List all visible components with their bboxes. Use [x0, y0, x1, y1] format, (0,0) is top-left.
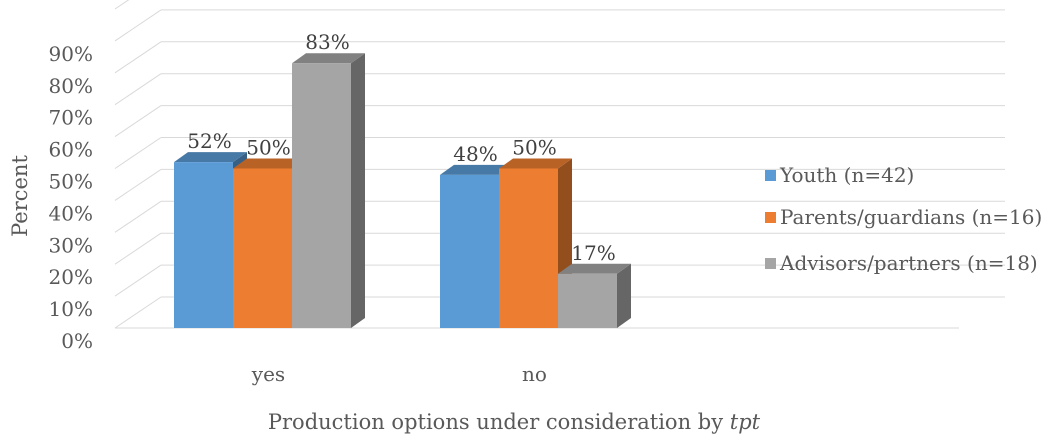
grid-line-side	[114, 200, 162, 233]
bar-front	[440, 174, 499, 328]
y-tick-label: 80%	[49, 74, 93, 98]
data-label: 50%	[246, 136, 290, 160]
x-axis-label-text: Production options under consideration b…	[268, 410, 730, 434]
bar-top	[499, 158, 572, 169]
y-tick-label: 50%	[49, 170, 93, 194]
legend-label: Parents/guardians (n=16)	[780, 205, 1042, 229]
legend-swatch	[765, 170, 776, 181]
legend-item: Youth (n=42)	[765, 163, 914, 187]
y-tick-label: 70%	[49, 106, 93, 130]
data-label: 52%	[187, 129, 231, 153]
data-labels: 52% 50% 83% 48% 50% 17%	[187, 30, 615, 265]
data-label: 48%	[453, 142, 497, 166]
data-label: 83%	[305, 30, 349, 54]
x-tick-label: no	[522, 362, 547, 386]
grid-line-side	[114, 232, 162, 265]
y-tick-label: 30%	[49, 233, 93, 257]
x-axis-label: Production options under consideration b…	[268, 410, 761, 434]
bar-side	[351, 53, 365, 328]
bar-top	[174, 152, 247, 163]
bar-top	[233, 158, 306, 169]
bar-side	[617, 263, 631, 328]
bar-no-2	[499, 158, 572, 328]
y-tick-labels: 0% 10% 20% 30% 40% 50% 60% 70% 80% 90%	[49, 42, 93, 353]
grid-line-side	[114, 168, 162, 201]
bar-yes-3	[292, 53, 365, 328]
data-label: 50%	[512, 136, 556, 160]
bar-top	[292, 53, 365, 64]
y-tick-label: 0%	[61, 329, 93, 353]
y-tick-label: 10%	[49, 297, 93, 321]
grid-line-side	[114, 137, 162, 169]
x-tick-labels: yes no	[251, 362, 547, 386]
legend-label: Advisors/partners (n=18)	[779, 251, 1038, 275]
y-tick-label: 90%	[49, 42, 93, 66]
bar-front	[174, 162, 233, 328]
x-tick-label: yes	[251, 362, 285, 386]
bar-front	[292, 63, 351, 328]
grid-line-side	[114, 41, 162, 74]
y-tick-label: 60%	[49, 138, 93, 162]
grid-line-side	[114, 0, 130, 10]
grid-line-side	[114, 9, 162, 42]
bar-front	[499, 168, 558, 328]
grid-line-side	[114, 105, 162, 138]
legend-swatch	[765, 212, 776, 223]
bar-top	[440, 164, 513, 175]
legend-label: Youth (n=42)	[779, 163, 914, 187]
y-tick-label: 20%	[49, 265, 93, 289]
data-label: 17%	[571, 241, 615, 265]
bar-front	[558, 273, 617, 328]
y-axis-label: Percent	[8, 155, 32, 237]
grid-line-side	[114, 73, 162, 106]
bar-no-3	[558, 263, 631, 328]
grid-line-side	[114, 264, 162, 297]
y-tick-label: 40%	[49, 201, 93, 225]
x-axis-label-italic: tpt	[730, 410, 761, 434]
bar-top	[558, 263, 631, 274]
legend: Youth (n=42) Parents/guardians (n=16) Advi…	[765, 163, 1042, 275]
legend-item: Parents/guardians (n=16)	[765, 205, 1042, 229]
bars	[174, 53, 631, 328]
legend-item: Advisors/partners (n=18)	[765, 251, 1038, 275]
grid-line-side	[114, 296, 162, 329]
legend-swatch	[765, 258, 776, 269]
bar-front	[233, 168, 292, 328]
